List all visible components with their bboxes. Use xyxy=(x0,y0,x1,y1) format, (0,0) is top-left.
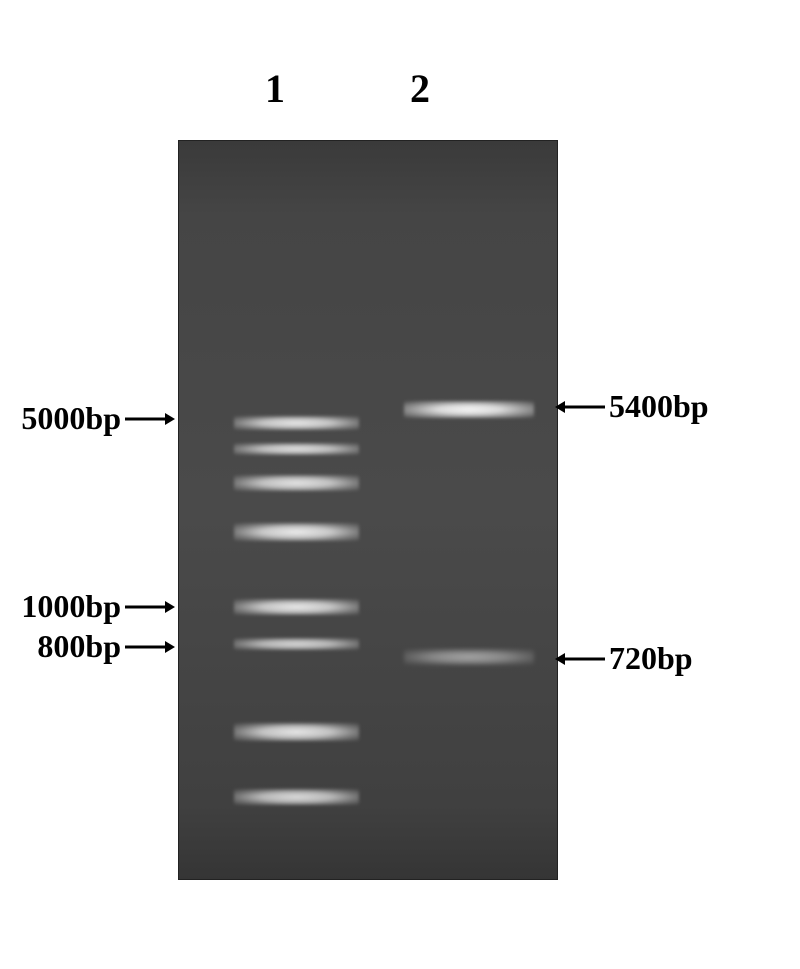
marker-left-0: 5000bp xyxy=(21,400,175,437)
lane-1-band-0 xyxy=(234,416,359,430)
lane-2-label: 2 xyxy=(410,65,430,112)
marker-right-label-1: 720bp xyxy=(609,640,693,677)
marker-left-label-2: 800bp xyxy=(37,628,121,665)
marker-left-label-0: 5000bp xyxy=(21,400,121,437)
lane-1-band-7 xyxy=(234,789,359,805)
marker-right-label-0: 5400bp xyxy=(609,388,709,425)
lane-2-band-0 xyxy=(404,401,534,418)
lane-1-band-2 xyxy=(234,475,359,491)
marker-left-2: 800bp xyxy=(37,628,175,665)
arrow-left-icon xyxy=(555,397,605,417)
arrow-right-icon xyxy=(125,597,175,617)
lane-1-band-1 xyxy=(234,443,359,455)
gel-figure-container: 1 2 5000bp 1000bp 800bp 5400bp 720bp xyxy=(0,0,800,969)
lane-1-band-5 xyxy=(234,638,359,650)
lane-2-band-1 xyxy=(404,649,534,665)
marker-right-1: 720bp xyxy=(555,640,693,677)
marker-left-1: 1000bp xyxy=(21,588,175,625)
lane-1-band-3 xyxy=(234,523,359,541)
arrow-right-icon xyxy=(125,637,175,657)
gel-image xyxy=(178,140,558,880)
marker-right-0: 5400bp xyxy=(555,388,709,425)
arrow-right-icon xyxy=(125,409,175,429)
lane-1-band-6 xyxy=(234,723,359,741)
lane-1 xyxy=(234,141,359,879)
lane-1-band-4 xyxy=(234,599,359,615)
lane-1-label: 1 xyxy=(265,65,285,112)
lane-2 xyxy=(404,141,534,879)
marker-left-label-1: 1000bp xyxy=(21,588,121,625)
arrow-left-icon xyxy=(555,649,605,669)
